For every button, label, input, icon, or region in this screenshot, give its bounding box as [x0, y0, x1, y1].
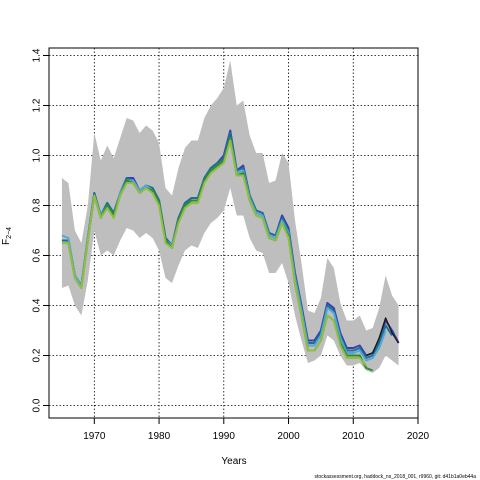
- y-tick-label-0: 0.0: [32, 398, 43, 412]
- y-tick-label-0.8: 0.8: [32, 198, 43, 212]
- y-axis-ticks: 0.0 0.2 0.4 0.6 0.8 1.0 1.2 1.4: [32, 48, 49, 412]
- y-tick-label-1.4: 1.4: [32, 48, 43, 62]
- y-axis-title: F2−4: [1, 227, 13, 245]
- x-axis-title: Years: [221, 456, 246, 467]
- x-tick-label-2020: 2020: [407, 431, 430, 442]
- y-tick-label-0.6: 0.6: [32, 248, 43, 262]
- y-tick-label-0.2: 0.2: [32, 348, 43, 362]
- plot-border: [48, 47, 419, 419]
- x-tick-label-1970: 1970: [83, 431, 106, 442]
- x-axis-ticks: 1970 1980 1990 2000 2010 2020: [83, 418, 430, 442]
- y-axis-title-main: F: [1, 239, 12, 245]
- footer-note: stockassessment.org, haddock_ns_2018_001…: [314, 474, 476, 480]
- y-tick-label-0.4: 0.4: [32, 298, 43, 312]
- y-tick-label-1: 1.0: [32, 148, 43, 162]
- series-line-5: [61, 139, 367, 367]
- y-axis-title-sub: 2−4: [6, 227, 13, 239]
- series-lines: [61, 129, 400, 372]
- y-tick-label-1.2: 1.2: [32, 98, 43, 112]
- confidence-band: [61, 60, 399, 373]
- x-tick-label-1980: 1980: [148, 431, 171, 442]
- x-tick-label-1990: 1990: [213, 431, 236, 442]
- x-tick-label-2010: 2010: [342, 431, 365, 442]
- x-tick-label-2000: 2000: [277, 431, 300, 442]
- series-line-6: [365, 317, 400, 357]
- svg-text:F2−4: F2−4: [1, 227, 13, 245]
